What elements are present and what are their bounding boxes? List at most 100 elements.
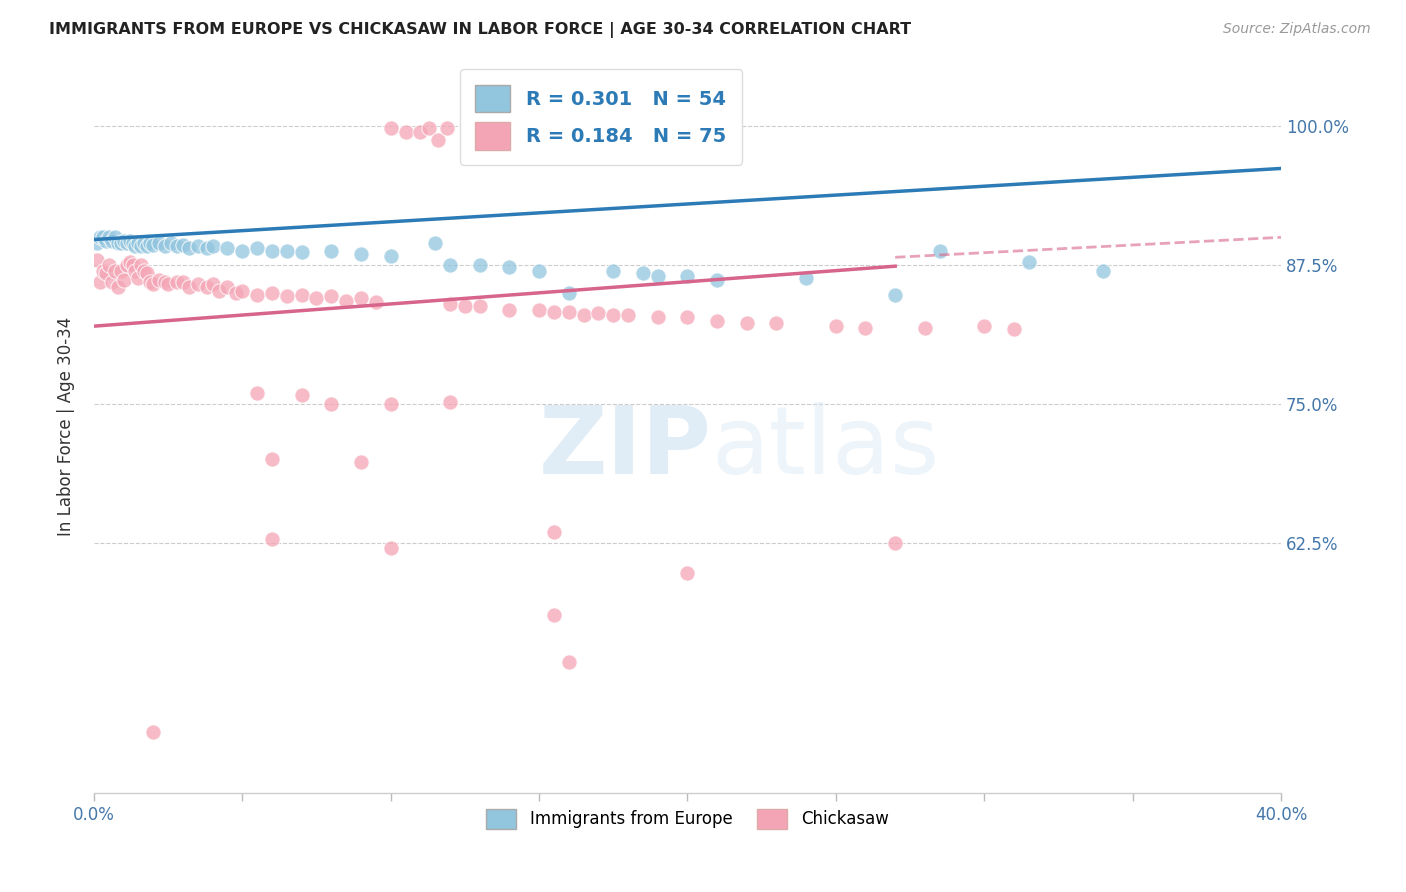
Text: ZIP: ZIP: [538, 402, 711, 494]
Point: [97, 230, 120, 244]
Point: [602, 263, 624, 277]
Point: [142, 238, 165, 252]
Point: [418, 121, 440, 136]
Point: [148, 235, 170, 250]
Point: [676, 566, 699, 580]
Point: [86, 252, 108, 267]
Point: [439, 394, 461, 409]
Text: Source: ZipAtlas.com: Source: ZipAtlas.com: [1223, 22, 1371, 37]
Point: [115, 235, 138, 250]
Point: [380, 541, 402, 556]
Point: [364, 294, 387, 309]
Point: [187, 239, 209, 253]
Point: [131, 258, 153, 272]
Point: [136, 239, 159, 253]
Point: [139, 235, 162, 250]
Point: [166, 239, 188, 253]
Point: [321, 289, 343, 303]
Point: [468, 299, 491, 313]
Point: [321, 244, 343, 258]
Point: [110, 235, 132, 250]
Point: [498, 302, 520, 317]
Point: [89, 275, 111, 289]
Point: [187, 277, 209, 291]
Point: [350, 247, 373, 261]
Point: [527, 302, 550, 317]
Point: [276, 244, 298, 258]
Point: [794, 271, 817, 285]
Point: [160, 235, 183, 250]
Point: [380, 249, 402, 263]
Point: [134, 263, 156, 277]
Point: [142, 724, 165, 739]
Point: [321, 397, 343, 411]
Point: [558, 304, 581, 318]
Point: [201, 239, 224, 253]
Point: [765, 316, 787, 330]
Point: [124, 239, 146, 253]
Point: [617, 308, 640, 322]
Point: [231, 244, 253, 258]
Point: [177, 280, 200, 294]
Point: [127, 271, 149, 285]
Point: [94, 266, 117, 280]
Point: [291, 388, 314, 402]
Point: [127, 235, 149, 250]
Point: [928, 244, 950, 258]
Point: [291, 288, 314, 302]
Point: [305, 292, 328, 306]
Point: [94, 234, 117, 248]
Point: [89, 230, 111, 244]
Point: [468, 258, 491, 272]
Point: [427, 132, 450, 146]
Point: [121, 235, 143, 250]
Point: [172, 275, 194, 289]
Point: [121, 258, 143, 272]
Point: [572, 308, 595, 322]
Text: IMMIGRANTS FROM EUROPE VS CHICKASAW IN LABOR FORCE | AGE 30-34 CORRELATION CHART: IMMIGRANTS FROM EUROPE VS CHICKASAW IN L…: [49, 22, 911, 38]
Point: [134, 235, 156, 250]
Point: [97, 258, 120, 272]
Point: [543, 304, 565, 318]
Point: [231, 284, 253, 298]
Point: [914, 321, 936, 335]
Point: [107, 235, 129, 250]
Point: [425, 235, 447, 250]
Point: [118, 234, 141, 248]
Point: [260, 285, 283, 300]
Point: [104, 263, 127, 277]
Point: [558, 655, 581, 669]
Point: [207, 284, 229, 298]
Point: [260, 452, 283, 467]
Point: [676, 310, 699, 325]
Point: [91, 263, 114, 277]
Point: [884, 535, 907, 549]
Point: [527, 263, 550, 277]
Point: [1018, 254, 1040, 268]
Text: atlas: atlas: [711, 402, 939, 494]
Point: [91, 230, 114, 244]
Point: [177, 241, 200, 255]
Point: [217, 241, 239, 255]
Point: [124, 263, 146, 277]
Point: [291, 244, 314, 259]
Point: [195, 280, 218, 294]
Point: [112, 272, 135, 286]
Point: [142, 277, 165, 291]
Point: [884, 288, 907, 302]
Point: [201, 277, 224, 291]
Point: [824, 319, 846, 334]
Point: [166, 275, 188, 289]
Point: [153, 239, 176, 253]
Point: [104, 230, 127, 244]
Point: [139, 275, 162, 289]
Point: [225, 285, 247, 300]
Point: [100, 234, 122, 248]
Point: [260, 244, 283, 258]
Point: [409, 125, 432, 139]
Point: [588, 306, 610, 320]
Point: [558, 285, 581, 300]
Point: [602, 308, 624, 322]
Point: [706, 272, 728, 286]
Point: [543, 607, 565, 622]
